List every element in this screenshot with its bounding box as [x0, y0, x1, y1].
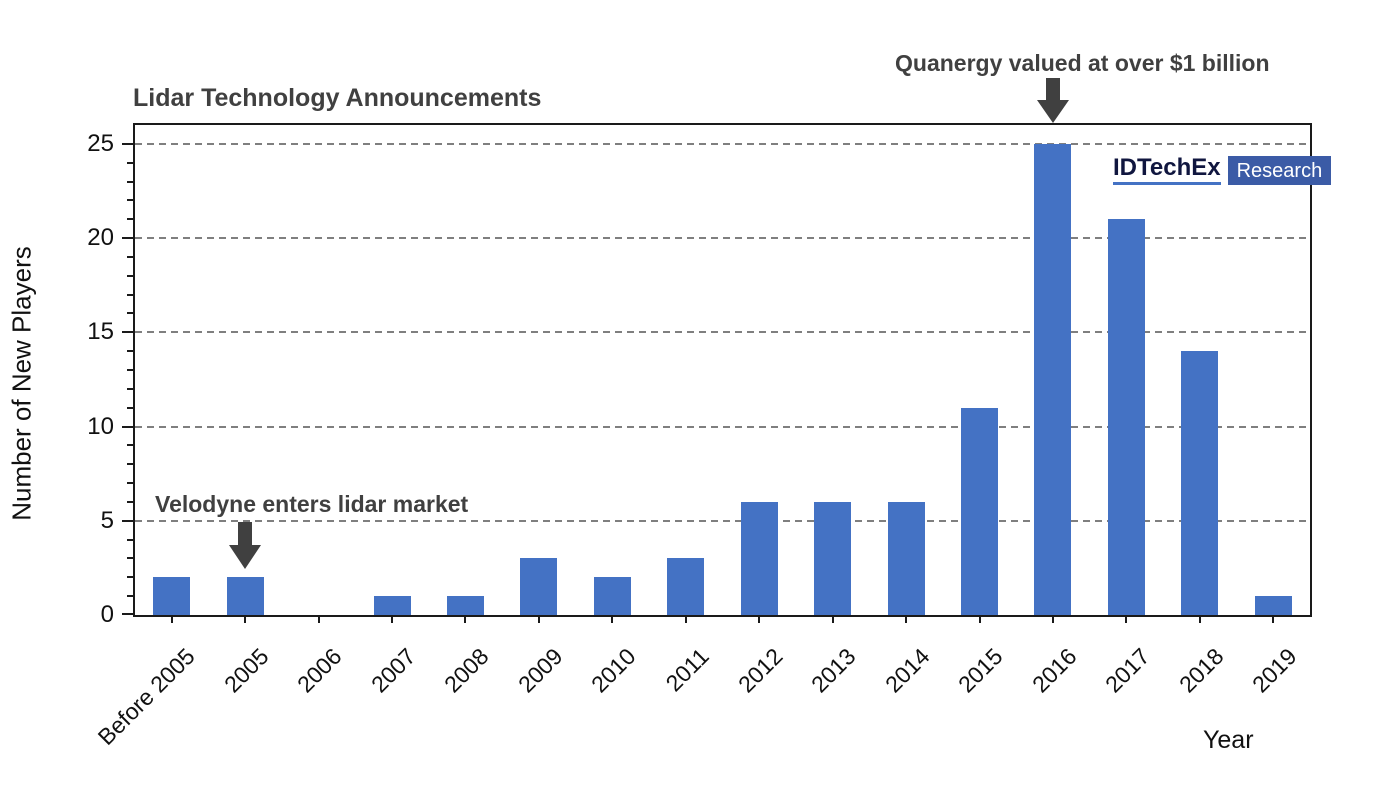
y-minor-tick-14 — [127, 350, 135, 353]
y-minor-tick-18 — [127, 274, 135, 277]
x-tick-label-2005: 2005 — [218, 643, 274, 698]
gridline-y-5 — [135, 519, 1310, 522]
y-tick-label-15: 15 — [87, 318, 114, 346]
idtechex-logo-brand: IDTechEx — [1113, 155, 1221, 185]
x-tick-2013 — [831, 615, 834, 623]
y-tick-label-0: 0 — [100, 601, 114, 628]
x-tick-2009 — [537, 615, 540, 623]
y-tick-label-5: 5 — [100, 506, 114, 534]
annotation-quanergy: Quanergy valued at over $1 billion — [895, 50, 1270, 76]
x-tick-2010 — [611, 615, 614, 623]
x-tick-label-2016: 2016 — [1026, 643, 1082, 698]
y-minor-tick-23 — [127, 180, 135, 183]
x-tick-2016 — [1051, 615, 1054, 623]
annotation-velodyne: Velodyne enters lidar market — [155, 491, 469, 517]
down-arrow-icon — [1037, 78, 1069, 128]
y-major-tick-20 — [122, 237, 135, 240]
x-tick-label-2011: 2011 — [660, 643, 715, 697]
x-axis-title: Year — [1203, 726, 1254, 754]
x-tick-2012 — [758, 615, 761, 623]
y-minor-tick-12 — [127, 387, 135, 390]
x-tick-2005 — [244, 615, 247, 623]
bar-2011 — [667, 558, 705, 615]
x-tick-label-2019: 2019 — [1247, 643, 1302, 698]
x-tick-label-2007: 2007 — [365, 643, 421, 698]
y-minor-tick-16 — [127, 312, 135, 315]
y-minor-tick-2 — [127, 576, 135, 579]
y-minor-tick-13 — [127, 369, 135, 371]
idtechex-logo-suffix: Research — [1227, 155, 1332, 185]
y-tick-label-25: 25 — [87, 129, 114, 157]
y-major-tick-0 — [122, 613, 135, 615]
idtechex-logo: IDTechEx Research — [1113, 155, 1332, 185]
down-arrow-icon — [229, 522, 261, 574]
y-minor-tick-6 — [127, 500, 135, 503]
x-tick-label-2006: 2006 — [292, 643, 347, 698]
y-axis-title: Number of New Players — [6, 246, 37, 521]
y-tick-label-20: 20 — [87, 224, 114, 252]
x-tick-2017 — [1125, 615, 1128, 623]
bar-2013 — [814, 501, 852, 615]
x-tick-before-2005 — [170, 615, 173, 623]
x-tick-2018 — [1198, 615, 1201, 623]
x-tick-label-2008: 2008 — [439, 643, 494, 698]
bar-2012 — [740, 501, 778, 615]
gridline-y-20 — [135, 237, 1310, 240]
y-minor-tick-7 — [127, 482, 135, 485]
x-tick-2015 — [978, 615, 981, 623]
bar-2018 — [1181, 351, 1219, 615]
y-minor-tick-11 — [127, 406, 135, 409]
bar-2015 — [961, 407, 999, 615]
bar-2010 — [593, 577, 631, 615]
y-tick-label-10: 10 — [87, 412, 114, 440]
x-tick-2019 — [1272, 615, 1275, 623]
x-tick-2011 — [684, 615, 687, 623]
x-tick-label-2013: 2013 — [806, 643, 862, 698]
bar-2007 — [373, 596, 411, 615]
x-tick-label-2012: 2012 — [733, 643, 788, 698]
x-tick-label-2017: 2017 — [1100, 643, 1155, 698]
y-minor-tick-1 — [127, 595, 135, 598]
gridline-y-15 — [135, 331, 1310, 334]
bar-2009 — [520, 558, 558, 615]
y-minor-tick-24 — [127, 161, 135, 164]
y-major-tick-5 — [122, 519, 135, 522]
y-minor-tick-19 — [127, 255, 135, 258]
y-major-tick-15 — [122, 331, 135, 334]
bar-before-2005 — [153, 577, 191, 615]
bar-2014 — [887, 501, 925, 615]
chart-title: Lidar Technology Announcements — [133, 84, 542, 112]
x-tick-2014 — [905, 615, 908, 623]
x-tick-2008 — [464, 615, 467, 623]
bar-2017 — [1107, 219, 1145, 615]
y-minor-tick-22 — [127, 199, 135, 202]
x-tick-label-2014: 2014 — [879, 643, 935, 698]
y-minor-tick-21 — [127, 218, 135, 221]
y-minor-tick-9 — [127, 444, 135, 447]
x-tick-label-2010: 2010 — [586, 643, 641, 698]
x-tick-label-2009: 2009 — [512, 643, 568, 698]
y-minor-tick-3 — [127, 557, 135, 560]
y-minor-tick-8 — [127, 463, 135, 466]
bar-2019 — [1254, 596, 1292, 615]
plot-area: Velodyne enters lidar market Quanergy va… — [87, 50, 1332, 750]
gridline-y-10 — [135, 425, 1310, 428]
x-tick-2006 — [317, 615, 320, 623]
x-tick-2007 — [391, 615, 394, 623]
x-tick-label-before-2005: Before 2005 — [93, 643, 201, 751]
bar-2005 — [226, 577, 264, 615]
x-tick-label-2015: 2015 — [953, 643, 1008, 698]
bar-2016 — [1034, 143, 1072, 615]
bar-2008 — [446, 596, 484, 615]
gridline-y-25 — [135, 142, 1310, 145]
y-major-tick-25 — [122, 142, 135, 145]
x-tick-label-2018: 2018 — [1173, 643, 1229, 698]
y-major-tick-10 — [122, 425, 135, 428]
y-minor-tick-17 — [127, 293, 135, 296]
y-minor-tick-4 — [127, 538, 135, 541]
